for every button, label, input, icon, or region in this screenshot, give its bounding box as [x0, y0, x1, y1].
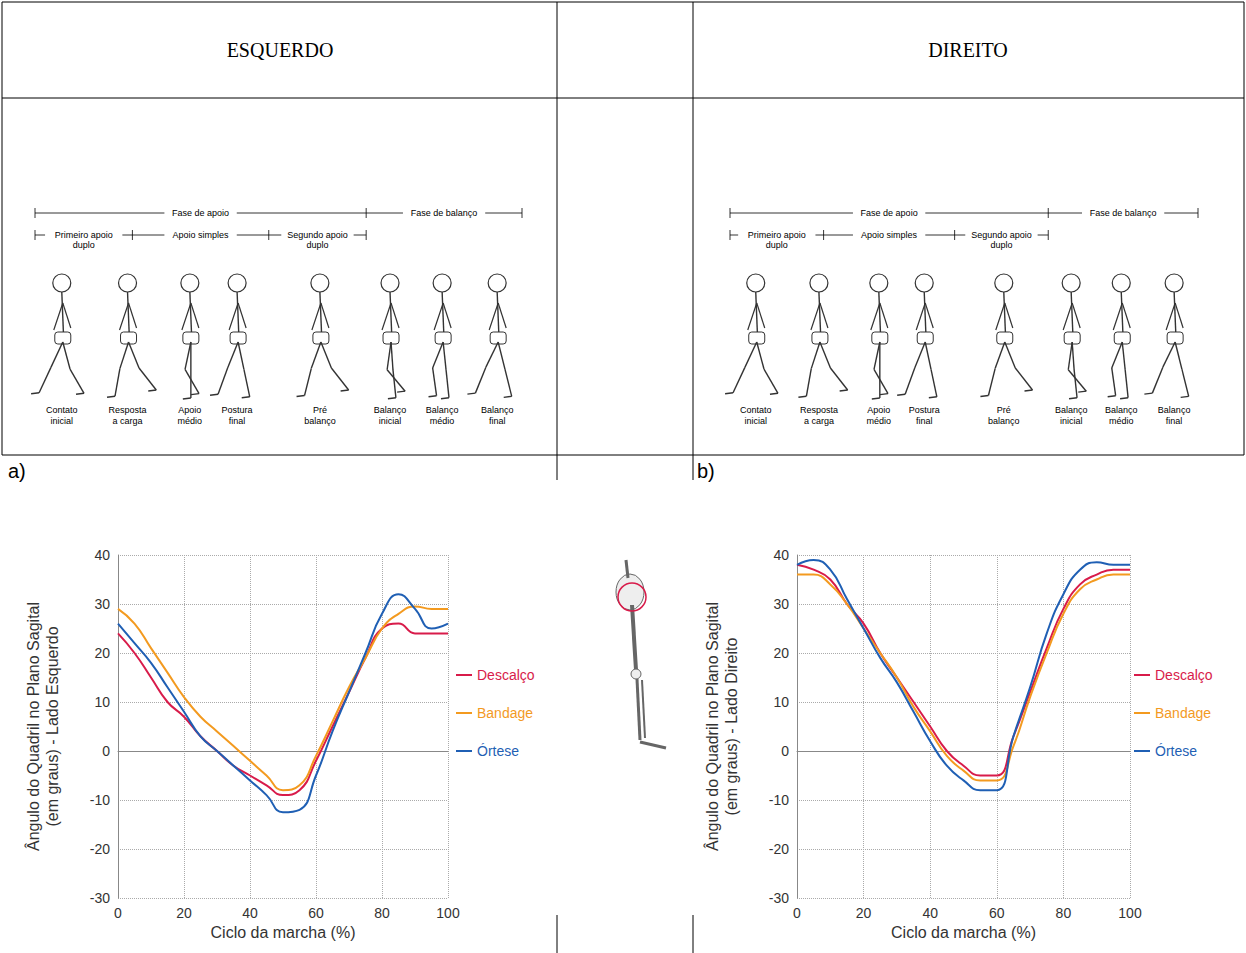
svg-text:Pré: Pré	[313, 405, 327, 415]
svg-text:-30: -30	[769, 890, 789, 906]
svg-text:Balanço: Balanço	[481, 405, 514, 415]
svg-text:final: final	[229, 416, 246, 426]
svg-text:Segundo apoio: Segundo apoio	[971, 230, 1032, 240]
svg-text:DIREITO: DIREITO	[928, 39, 1008, 61]
svg-text:40: 40	[773, 547, 789, 563]
svg-text:médio: médio	[178, 416, 203, 426]
svg-text:80: 80	[374, 905, 390, 921]
svg-text:Fase de apoio: Fase de apoio	[172, 208, 229, 218]
svg-text:Primeiro apoio: Primeiro apoio	[748, 230, 806, 240]
svg-text:Primeiro apoio: Primeiro apoio	[55, 230, 113, 240]
svg-text:40: 40	[242, 905, 258, 921]
svg-text:Balanço: Balanço	[374, 405, 407, 415]
svg-text:Ciclo da marcha (%): Ciclo da marcha (%)	[211, 924, 356, 941]
svg-text:0: 0	[781, 743, 789, 759]
svg-text:médio: médio	[867, 416, 892, 426]
svg-text:100: 100	[1118, 905, 1142, 921]
svg-text:Balanço: Balanço	[1158, 405, 1191, 415]
svg-text:final: final	[489, 416, 506, 426]
svg-text:Bandage: Bandage	[477, 705, 533, 721]
svg-text:-10: -10	[769, 792, 789, 808]
svg-text:20: 20	[856, 905, 872, 921]
svg-text:a carga: a carga	[804, 416, 834, 426]
svg-text:Pré: Pré	[997, 405, 1011, 415]
svg-text:Fase de balanço: Fase de balanço	[411, 208, 478, 218]
svg-text:a carga: a carga	[113, 416, 143, 426]
svg-text:inicial: inicial	[379, 416, 402, 426]
svg-text:Órtese: Órtese	[1155, 743, 1197, 759]
svg-text:Contato: Contato	[46, 405, 78, 415]
svg-text:Postura: Postura	[222, 405, 253, 415]
svg-text:Contato: Contato	[740, 405, 772, 415]
svg-text:20: 20	[94, 645, 110, 661]
svg-text:Órtese: Órtese	[477, 743, 519, 759]
svg-text:Ângulo do Quadril no Plano Sag: Ângulo do Quadril no Plano Sagital	[703, 602, 721, 851]
svg-text:inicial: inicial	[744, 416, 767, 426]
svg-text:30: 30	[94, 596, 110, 612]
svg-text:Ângulo do Quadril no Plano Sag: Ângulo do Quadril no Plano Sagital	[24, 602, 42, 851]
svg-text:Apoio simples: Apoio simples	[861, 230, 918, 240]
svg-text:10: 10	[94, 694, 110, 710]
svg-text:Postura: Postura	[909, 405, 940, 415]
svg-text:balanço: balanço	[988, 416, 1020, 426]
svg-text:Ciclo da marcha (%): Ciclo da marcha (%)	[891, 924, 1036, 941]
svg-text:Descalço: Descalço	[1155, 667, 1213, 683]
svg-text:Bandage: Bandage	[1155, 705, 1211, 721]
svg-text:(em graus) - Lado Esquerdo: (em graus) - Lado Esquerdo	[44, 626, 61, 826]
svg-text:Resposta: Resposta	[800, 405, 838, 415]
svg-text:0: 0	[102, 743, 110, 759]
svg-text:-10: -10	[90, 792, 110, 808]
svg-text:80: 80	[1056, 905, 1072, 921]
svg-text:inicial: inicial	[51, 416, 74, 426]
svg-text:Resposta: Resposta	[109, 405, 147, 415]
svg-text:0: 0	[793, 905, 801, 921]
svg-text:20: 20	[773, 645, 789, 661]
svg-text:final: final	[1166, 416, 1183, 426]
svg-text:30: 30	[773, 596, 789, 612]
svg-text:0: 0	[114, 905, 122, 921]
svg-text:Fase de balanço: Fase de balanço	[1090, 208, 1157, 218]
svg-text:40: 40	[922, 905, 938, 921]
svg-text:40: 40	[94, 547, 110, 563]
svg-text:médio: médio	[1109, 416, 1134, 426]
svg-text:Balanço: Balanço	[1055, 405, 1088, 415]
svg-text:duplo: duplo	[73, 240, 95, 250]
svg-text:100: 100	[436, 905, 460, 921]
svg-text:(em graus) - Lado Direito: (em graus) - Lado Direito	[723, 637, 740, 815]
svg-text:a): a)	[8, 460, 26, 482]
svg-text:20: 20	[176, 905, 192, 921]
svg-text:b): b)	[697, 460, 715, 482]
svg-text:-30: -30	[90, 890, 110, 906]
svg-text:Segundo apoio: Segundo apoio	[287, 230, 348, 240]
svg-text:Apoio: Apoio	[867, 405, 890, 415]
svg-text:-20: -20	[769, 841, 789, 857]
svg-text:duplo: duplo	[990, 240, 1012, 250]
svg-text:60: 60	[308, 905, 324, 921]
svg-text:Balanço: Balanço	[1105, 405, 1138, 415]
svg-text:Fase de apoio: Fase de apoio	[861, 208, 918, 218]
svg-text:10: 10	[773, 694, 789, 710]
svg-text:final: final	[916, 416, 933, 426]
svg-text:Descalço: Descalço	[477, 667, 535, 683]
svg-text:Balanço: Balanço	[426, 405, 459, 415]
svg-text:Apoio: Apoio	[178, 405, 201, 415]
svg-text:60: 60	[989, 905, 1005, 921]
svg-text:inicial: inicial	[1060, 416, 1083, 426]
svg-text:balanço: balanço	[304, 416, 336, 426]
svg-text:-20: -20	[90, 841, 110, 857]
svg-text:ESQUERDO: ESQUERDO	[227, 39, 334, 61]
svg-text:médio: médio	[430, 416, 455, 426]
svg-text:duplo: duplo	[306, 240, 328, 250]
svg-text:duplo: duplo	[766, 240, 788, 250]
svg-text:Apoio simples: Apoio simples	[173, 230, 230, 240]
